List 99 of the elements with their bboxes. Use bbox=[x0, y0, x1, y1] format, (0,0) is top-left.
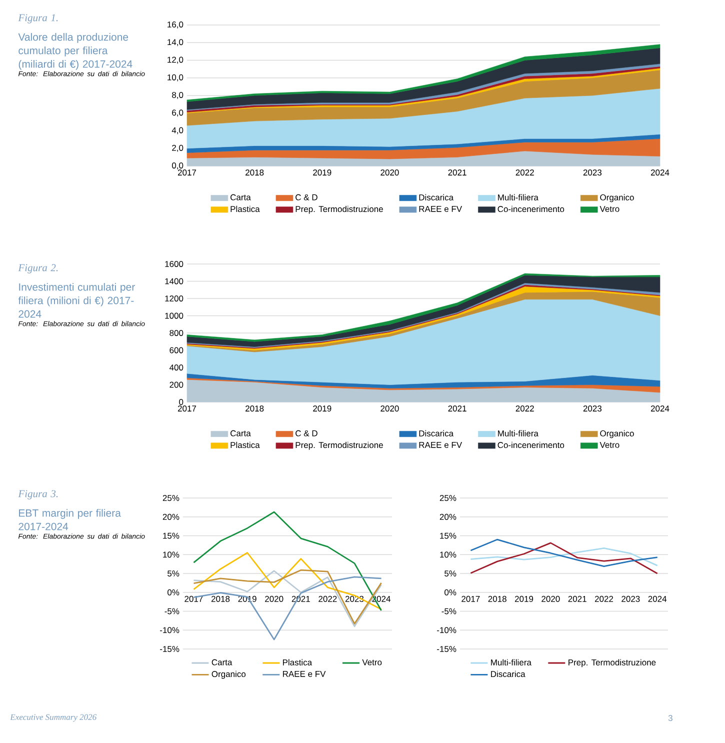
y-tick-label: -5% bbox=[164, 608, 180, 614]
x-tick-label: 2019 bbox=[313, 406, 332, 412]
text: Investimenti cumulati per filiera (milioni di €) 2017-2024 bbox=[18, 283, 135, 318]
legend-label: Carta bbox=[230, 194, 251, 200]
y-tick-label: 6,0 bbox=[172, 110, 184, 117]
legend-label: Carta bbox=[212, 659, 232, 666]
y-tick-label: 5% bbox=[168, 570, 180, 576]
legend-label: Organico bbox=[600, 430, 634, 438]
x-tick-label: 2017 bbox=[178, 406, 196, 412]
x-tick-label: 2024 bbox=[648, 596, 667, 602]
legend-label: Plastica bbox=[230, 206, 260, 212]
text: 3 bbox=[668, 714, 672, 722]
y-tick-label: -10% bbox=[437, 627, 456, 634]
x-tick-label: 2023 bbox=[622, 596, 640, 602]
text: Valore della produzione cumulato per filiera (miliardi di €) 2017-2024 bbox=[18, 33, 132, 70]
y-tick-label: 600 bbox=[170, 347, 184, 354]
x-tick-label: 2021 bbox=[448, 170, 466, 176]
legend-label: C & D bbox=[296, 430, 318, 436]
legend-label: Co-incenerimento bbox=[498, 442, 564, 448]
y-tick-label: 4,0 bbox=[172, 127, 184, 134]
legend-label: Co-incenerimento bbox=[498, 206, 564, 212]
legend-label: Multi-filiera bbox=[498, 194, 538, 200]
legend-label: Vetro bbox=[600, 206, 620, 212]
legend-label: Vetro bbox=[362, 659, 382, 666]
y-tick-label: 10% bbox=[440, 552, 456, 558]
y-tick-label: 8,0 bbox=[172, 92, 184, 100]
x-tick-label: 2022 bbox=[516, 406, 534, 412]
x-tick-label: 2023 bbox=[583, 406, 602, 412]
y-tick-label: -10% bbox=[160, 627, 180, 634]
legend-label: Discarica bbox=[419, 430, 454, 436]
legend-label: Multi-filiera bbox=[491, 659, 532, 666]
y-tick-label: 0% bbox=[168, 589, 180, 596]
y-tick-label: -15% bbox=[160, 646, 180, 652]
y-tick-label: 1600 bbox=[165, 260, 184, 267]
y-tick-label: 25% bbox=[440, 494, 456, 502]
legend-label: Vetro bbox=[600, 442, 620, 448]
y-tick-label: 15% bbox=[163, 532, 180, 539]
y-tick-label: 25% bbox=[162, 494, 180, 502]
x-tick-label: 2021 bbox=[448, 406, 466, 412]
y-tick-label: 10,0 bbox=[168, 74, 184, 82]
y-tick-label: 5% bbox=[444, 570, 456, 576]
y-tick-label: 20% bbox=[162, 514, 180, 520]
text: EBT margin per filiera 2017-2024 bbox=[18, 509, 121, 530]
x-tick-label: 2024 bbox=[650, 406, 670, 412]
x-tick-label: 2022 bbox=[318, 596, 337, 602]
x-tick-label: 2022 bbox=[594, 596, 614, 602]
y-tick-label: 1400 bbox=[165, 278, 184, 284]
legend-label: Plastica bbox=[230, 442, 260, 448]
x-tick-label: 2023 bbox=[583, 170, 602, 176]
legend-label: Organico bbox=[600, 194, 634, 202]
y-tick-label: 10% bbox=[163, 552, 180, 558]
legend-label: Prep. Termodistruzione bbox=[296, 206, 383, 214]
legend-label: Prep. Termodistruzione bbox=[296, 442, 383, 450]
legend-label: Multi-filiera bbox=[498, 430, 538, 436]
legend-label: Organico bbox=[212, 670, 246, 679]
legend-label: Discarica bbox=[491, 670, 526, 678]
x-tick-label: 2018 bbox=[488, 596, 506, 602]
text: Executive Summary 2026 bbox=[10, 714, 97, 722]
x-tick-label: 2017 bbox=[178, 170, 196, 176]
x-tick-label: 2018 bbox=[246, 406, 264, 412]
legend-label: RAEE e FV bbox=[419, 206, 462, 212]
x-tick-label: 2018 bbox=[246, 170, 264, 176]
x-tick-label: 2020 bbox=[380, 406, 399, 412]
legend-label: Discarica bbox=[419, 194, 454, 200]
y-tick-label: 20% bbox=[440, 514, 456, 520]
y-tick-label: 0,0 bbox=[172, 162, 184, 170]
text: Figura 2. bbox=[18, 264, 58, 274]
x-tick-label: 2020 bbox=[380, 170, 399, 176]
x-tick-label: 2018 bbox=[211, 596, 230, 602]
y-tick-label: 200 bbox=[170, 382, 184, 388]
y-tick-label: 14,0 bbox=[168, 39, 184, 46]
x-tick-label: 2020 bbox=[542, 596, 560, 602]
x-tick-label: 2017 bbox=[462, 596, 480, 602]
legend-label: Carta bbox=[230, 430, 251, 436]
text: Figura 1. bbox=[18, 14, 58, 24]
y-tick-label: 12,0 bbox=[168, 56, 184, 64]
legend-label: C & D bbox=[296, 194, 318, 200]
y-tick-label: -5% bbox=[442, 608, 456, 614]
legend-label: RAEE e FV bbox=[282, 670, 326, 677]
y-tick-label: 1000 bbox=[165, 312, 184, 319]
y-tick-label: 1200 bbox=[165, 295, 184, 302]
x-tick-label: 2020 bbox=[265, 596, 284, 602]
y-tick-label: 0 bbox=[179, 398, 184, 405]
y-tick-label: 800 bbox=[170, 330, 184, 336]
y-tick-label: 16,0 bbox=[168, 21, 184, 29]
x-tick-label: 2024 bbox=[650, 170, 670, 176]
y-tick-label: 2,0 bbox=[172, 144, 184, 152]
y-tick-label: 400 bbox=[169, 364, 184, 370]
legend-label: Plastica bbox=[282, 659, 312, 666]
legend-label: Prep. Termodistruzione bbox=[568, 659, 656, 668]
y-tick-label: -15% bbox=[437, 646, 456, 652]
y-tick-label: 0% bbox=[444, 589, 456, 596]
x-tick-label: 2019 bbox=[313, 170, 332, 176]
legend-label: RAEE e FV bbox=[419, 442, 462, 448]
y-tick-label: 15% bbox=[440, 532, 456, 539]
text: Figura 3. bbox=[18, 490, 58, 500]
x-tick-label: 2021 bbox=[568, 596, 586, 602]
x-tick-label: 2019 bbox=[514, 596, 534, 602]
x-tick-label: 2022 bbox=[516, 170, 534, 176]
